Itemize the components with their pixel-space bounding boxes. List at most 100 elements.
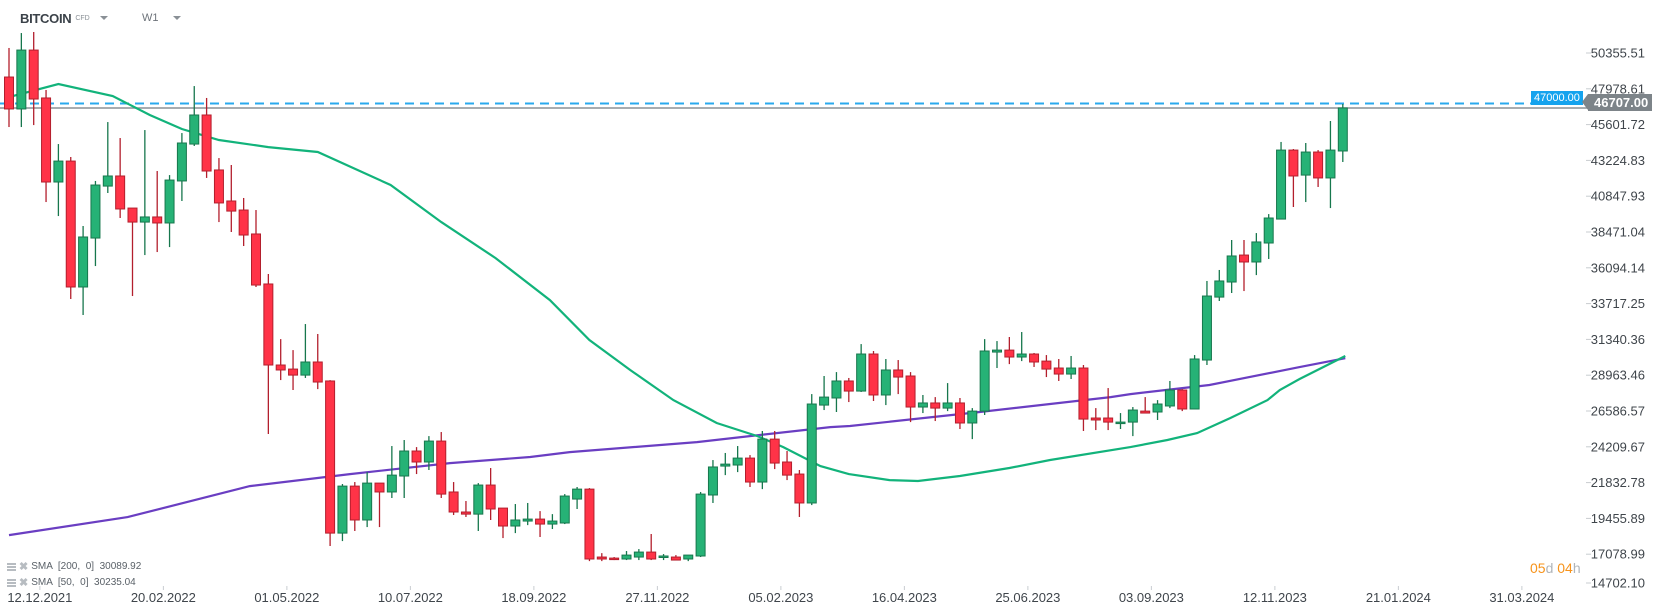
candle-bullish	[1337, 103, 1348, 162]
date-tick-label: 12.12.2021	[7, 590, 72, 605]
candle-body	[954, 402, 965, 424]
candle-body	[275, 364, 286, 371]
candle-bearish	[325, 380, 336, 547]
candle-body	[510, 519, 521, 527]
candle-body	[325, 380, 336, 534]
candle-body	[868, 353, 879, 396]
candle-body	[893, 369, 904, 378]
chevron-down-icon[interactable]	[99, 16, 108, 20]
candle-countdown: 05d 04h	[1530, 560, 1581, 576]
symbol-name: BITCOIN	[20, 10, 72, 26]
sma-200-line	[8, 357, 1346, 537]
candle-bullish	[1300, 143, 1311, 203]
candle-bullish	[189, 86, 200, 147]
symbol-selector[interactable]: BITCOIN CFD	[20, 9, 108, 27]
settings-list-icon[interactable]	[7, 578, 16, 587]
price-tick-label: 45601.72	[1591, 117, 1645, 132]
candle-body	[1066, 367, 1077, 375]
candle-bullish	[102, 122, 113, 194]
chevron-down-icon[interactable]	[172, 16, 181, 20]
candle-bearish	[65, 157, 76, 300]
candle-bullish	[732, 446, 743, 473]
candle-body	[720, 463, 731, 467]
candle-bearish	[1313, 150, 1324, 187]
candle-body	[448, 491, 459, 513]
candle-body	[102, 175, 113, 187]
candle-bullish	[683, 554, 694, 562]
candle-bearish	[485, 468, 496, 520]
candle-body	[152, 216, 163, 224]
symbol-type: CFD	[75, 14, 90, 22]
candle-body	[1127, 409, 1138, 423]
candle-body	[1078, 367, 1089, 420]
candle-bearish	[646, 534, 657, 561]
price-axis[interactable]: 50355.51 47978.61 45601.72 43224.83 40847.93…	[1586, 46, 1645, 591]
candle-bullish	[942, 383, 953, 412]
candle-bullish	[1214, 269, 1225, 301]
candle-bullish	[1016, 332, 1027, 362]
timeframe-selector[interactable]: W1	[142, 9, 181, 27]
candle-body	[1239, 254, 1249, 263]
price-lines	[0, 102, 1590, 109]
date-tick-label: 25.06.2023	[995, 590, 1060, 605]
candle-body	[164, 179, 175, 224]
date-tick-label: 10.07.2022	[378, 590, 443, 605]
candle-bullish	[572, 487, 583, 509]
candle-bullish	[695, 491, 706, 558]
candle-body	[139, 216, 150, 223]
candle-bearish	[1090, 408, 1101, 431]
candle-body	[1189, 358, 1200, 410]
candle-body	[992, 349, 1002, 353]
timeframe-label: W1	[142, 12, 159, 24]
candle-bearish	[794, 469, 805, 517]
candle-bullish	[967, 408, 978, 440]
candle-bearish	[905, 372, 916, 423]
candle-body	[1115, 421, 1126, 425]
candle-body	[78, 236, 89, 288]
candle-body	[485, 484, 496, 510]
close-icon[interactable]: ✖	[19, 576, 29, 589]
price-tick-label: 31340.36	[1591, 332, 1645, 347]
candle-bearish	[670, 555, 681, 561]
candle-body	[732, 457, 743, 466]
candle-body	[1029, 353, 1040, 363]
candle-bullish	[164, 175, 175, 248]
candle-body	[745, 457, 755, 483]
candle-body	[930, 402, 941, 409]
candle-bearish	[1004, 336, 1015, 365]
candle-bullish	[707, 460, 718, 503]
candle-bullish	[53, 144, 64, 217]
candle-body	[41, 97, 52, 183]
candle-body	[979, 350, 990, 412]
date-axis[interactable]: 12.12.2021 20.02.2022 01.05.2022 10.07.2022…	[7, 586, 1554, 605]
candle-bearish	[769, 430, 780, 470]
candle-body	[498, 507, 508, 527]
price-tick-label: 50355.51	[1591, 46, 1645, 61]
candle-body	[670, 556, 681, 561]
candle-body	[646, 551, 657, 560]
settings-list-icon[interactable]	[7, 562, 16, 571]
candle-bearish	[1177, 389, 1188, 412]
legend-label: SMA [200, 0] 30089.92	[31, 561, 142, 572]
candle-bullish	[1189, 355, 1200, 410]
price-tick-label: 47978.61	[1591, 81, 1645, 96]
candle-bullish	[1251, 233, 1262, 276]
candle-body	[596, 556, 607, 560]
candle-bullish	[547, 514, 558, 530]
candle-body	[337, 485, 348, 534]
candle-body	[806, 403, 817, 504]
candle-body	[176, 142, 187, 182]
candle-body	[856, 353, 867, 392]
candle-bearish	[1239, 239, 1249, 292]
candle-bullish	[423, 436, 434, 470]
candle-body	[460, 511, 471, 515]
date-tick-label: 27.11.2022	[625, 590, 689, 605]
candle-body	[757, 438, 768, 483]
date-tick-label: 18.09.2022	[501, 590, 566, 605]
date-tick-label: 21.01.2024	[1366, 590, 1431, 605]
candle-body	[707, 466, 718, 496]
candle-body	[374, 482, 385, 493]
horizontal-line-price-tag[interactable]: 47000.00	[1531, 91, 1583, 105]
close-icon[interactable]: ✖	[19, 560, 29, 573]
